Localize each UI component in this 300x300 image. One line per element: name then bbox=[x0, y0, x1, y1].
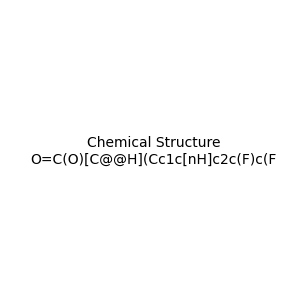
Text: Chemical Structure
O=C(O)[C@@H](Cc1c[nH]c2c(F)c(F: Chemical Structure O=C(O)[C@@H](Cc1c[nH]… bbox=[31, 136, 277, 166]
